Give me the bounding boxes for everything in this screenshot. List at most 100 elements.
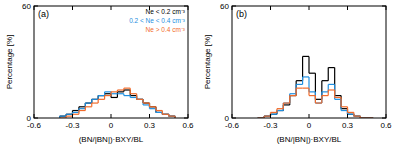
step-riser [283, 103, 284, 109]
step-riser [328, 68, 329, 81]
histogram-step [277, 108, 283, 109]
histogram-step [335, 95, 341, 96]
histogram-step [169, 116, 175, 117]
step-riser [117, 92, 118, 98]
histogram-step [303, 56, 309, 57]
x-tick [270, 6, 271, 10]
histogram-step [354, 116, 360, 117]
histogram-step [130, 93, 136, 94]
histogram-step [60, 116, 66, 117]
x-tick [149, 114, 150, 118]
histogram-step [309, 73, 315, 74]
frame [34, 6, 188, 118]
step-riser [334, 90, 335, 97]
histogram-step [328, 67, 334, 68]
x-tick [34, 114, 35, 118]
histogram-step [296, 84, 302, 85]
histogram-step [98, 95, 104, 96]
y-tick [382, 6, 386, 7]
histogram-step [150, 106, 156, 107]
histogram-step [315, 102, 321, 103]
histogram-step [348, 114, 354, 115]
histogram-step [137, 99, 143, 100]
step-riser [315, 96, 316, 103]
x-tick [309, 6, 310, 10]
y-tick [232, 6, 236, 7]
bars [258, 56, 374, 118]
histogram-step [348, 114, 354, 115]
step-riser [142, 99, 143, 105]
histogram-step [92, 99, 98, 100]
histogram-step [271, 114, 277, 115]
histogram-step [150, 108, 156, 109]
histogram-step [124, 89, 130, 90]
x-tick-label: 0.6 [380, 121, 392, 130]
histogram-step [98, 95, 104, 96]
histogram-step [143, 104, 149, 105]
histogram-step [264, 116, 270, 117]
x-tick-label: 0.3 [342, 121, 354, 130]
step-riser [308, 88, 309, 95]
histogram-step [169, 116, 175, 117]
y-tick-label: 60 [22, 2, 31, 11]
histogram-step [117, 93, 123, 94]
y-axis-label: Percentage [%] [5, 35, 14, 90]
histogram-step [156, 110, 162, 111]
x-tick [111, 114, 112, 118]
x-axis-label: (BN/|BN|)·BXY/BL [79, 135, 144, 144]
step-riser [283, 103, 284, 110]
x-tick [34, 6, 35, 10]
histogram-step [277, 110, 283, 111]
histogram-step [79, 110, 85, 111]
step-riser [308, 56, 309, 73]
x-tick-label: -0.3 [66, 121, 80, 130]
histogram-step [290, 95, 296, 96]
histogram-step [66, 114, 72, 115]
step-riser [340, 97, 341, 106]
x-tick [232, 6, 233, 10]
y-tick-label: 0 [27, 114, 32, 123]
x-tick-label: 0.3 [144, 121, 156, 130]
histogram-step [341, 106, 347, 107]
histogram-step [309, 91, 315, 92]
step-riser [289, 96, 290, 103]
histogram-step [105, 91, 111, 92]
step-riser [328, 90, 329, 96]
legend-entry: 0.2 < Ne < 0.4 cm⁻³ [129, 17, 186, 24]
histogram-step [79, 106, 85, 107]
histogram-step [322, 80, 328, 81]
histogram-step [315, 102, 321, 103]
panel: -0.6-0.300.30.6060(BN/|BN|)·BXY/BLPercen… [203, 2, 392, 144]
histogram-step [92, 99, 98, 100]
x-tick [347, 6, 348, 10]
bars [60, 88, 176, 118]
panel-label: (b) [236, 9, 247, 19]
histogram-step [117, 89, 123, 90]
histogram-step [341, 110, 347, 111]
y-axis-label: Percentage [%] [203, 35, 212, 90]
y-tick [232, 118, 236, 119]
y-tick-label: 60 [220, 2, 229, 11]
histogram-step [124, 95, 130, 96]
histogram-step [143, 102, 149, 103]
histogram-step [73, 110, 79, 111]
histogram-step [283, 102, 289, 103]
x-tick [386, 6, 387, 10]
histogram-step [162, 114, 168, 115]
histogram-step [98, 99, 104, 100]
histogram-step [354, 116, 360, 117]
histogram-step [156, 112, 162, 113]
panel: -0.6-0.300.30.6060(BN/|BN|)·BXY/BLPercen… [5, 2, 194, 144]
histogram-step [315, 99, 321, 100]
y-tick [382, 118, 386, 119]
histogram-step [322, 95, 328, 96]
x-tick-label: 0 [109, 121, 114, 130]
histogram-step [271, 112, 277, 113]
histogram-step [117, 91, 123, 92]
step-riser [347, 107, 348, 113]
histogram-step [296, 80, 302, 81]
step-riser [296, 88, 297, 95]
step-riser [130, 88, 131, 94]
histogram-step [79, 108, 85, 109]
x-tick [188, 6, 189, 10]
